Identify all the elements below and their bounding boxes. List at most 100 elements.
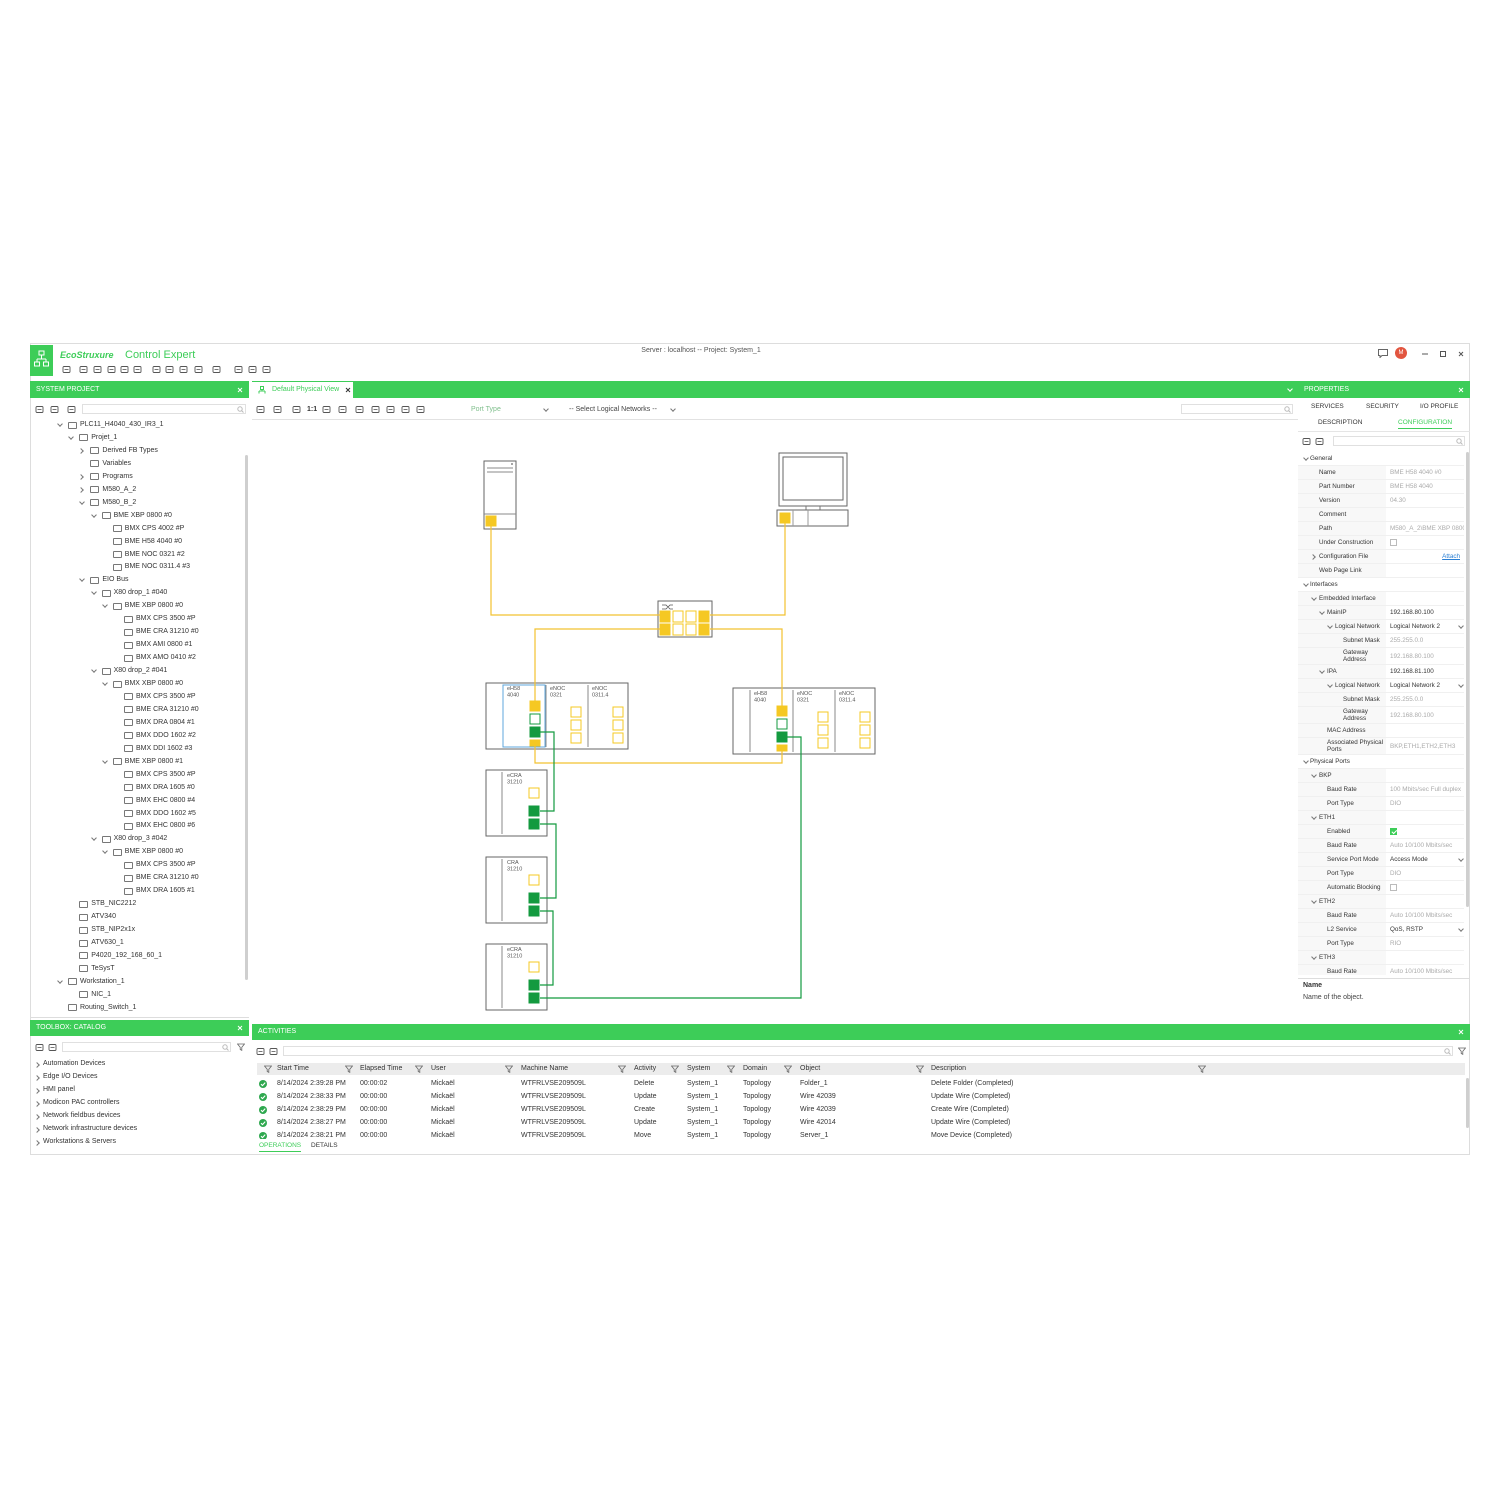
- property-section[interactable]: Physical Ports: [1298, 755, 1464, 769]
- close-button[interactable]: [1458, 387, 1464, 393]
- search-box[interactable]: [82, 404, 246, 414]
- property-tab[interactable]: DESCRIPTION: [1318, 419, 1363, 426]
- property-row[interactable]: Service Port Mode Access Mode: [1298, 853, 1464, 867]
- activity-tab[interactable]: OPERATIONS: [259, 1142, 302, 1152]
- filter-button[interactable]: [618, 1065, 626, 1073]
- tree-item[interactable]: P4020_192_168_60_1: [30, 949, 245, 962]
- property-row[interactable]: IPA 192.168.81.100: [1298, 665, 1464, 679]
- toolbar-button[interactable]: [212, 365, 221, 374]
- tree-item[interactable]: BMX DRA 0804 #1: [30, 716, 245, 729]
- toolbar-button[interactable]: [1315, 437, 1324, 446]
- catalog-item[interactable]: Automation Devices: [30, 1058, 249, 1071]
- toolbar-button[interactable]: [292, 405, 301, 414]
- search-box[interactable]: [1181, 404, 1293, 414]
- tree-item[interactable]: STB_NIP2x1x: [30, 924, 245, 937]
- toolbar-button[interactable]: [338, 405, 347, 414]
- column-header[interactable]: Object: [800, 1065, 821, 1072]
- property-row[interactable]: Baud Rate Auto 10/100 Mbits/sec: [1298, 965, 1464, 975]
- property-row[interactable]: Associated Physical Ports BKP,ETH1,ETH2,E…: [1298, 738, 1464, 755]
- property-row[interactable]: Port Type DIO: [1298, 797, 1464, 811]
- tree-item[interactable]: Programs: [30, 470, 245, 483]
- search-box[interactable]: [283, 1046, 1453, 1056]
- toolbar-button[interactable]: [401, 405, 410, 414]
- tree-item[interactable]: BMX CPS 3500 #P: [30, 768, 245, 781]
- filter-button[interactable]: [264, 1065, 272, 1073]
- tree-item[interactable]: BME NOC 0311.4 #3: [30, 561, 245, 574]
- property-row[interactable]: Port Type RIO: [1298, 937, 1464, 951]
- close-button[interactable]: [237, 1025, 243, 1031]
- tree-item[interactable]: BME CRA 31210 #0: [30, 626, 245, 639]
- property-link[interactable]: Attach: [1442, 553, 1460, 560]
- toolbar-button[interactable]: [256, 1047, 265, 1056]
- property-row[interactable]: Embedded Interface: [1298, 592, 1464, 606]
- catalog-item[interactable]: Edge I/O Devices: [30, 1071, 249, 1084]
- tree-item[interactable]: BMX CPS 3500 #P: [30, 613, 245, 626]
- toolbar-button[interactable]: [79, 365, 88, 374]
- toolbar-button[interactable]: [179, 365, 188, 374]
- tree-item[interactable]: TeSysT: [30, 962, 245, 975]
- property-row[interactable]: Subnet Mask 255.255.0.0: [1298, 693, 1464, 707]
- column-header[interactable]: Domain: [743, 1065, 768, 1072]
- toolbar-button[interactable]: [48, 1043, 57, 1052]
- filter-button[interactable]: [916, 1065, 924, 1073]
- table-row[interactable]: 8/14/2024 2:38:21 PM 00:00:00 Mickaël WTFRL…: [252, 1129, 1464, 1139]
- catalog-item[interactable]: Workstations & Servers: [30, 1136, 249, 1149]
- toolbar-button[interactable]: [50, 405, 59, 414]
- toolbar-button[interactable]: [273, 405, 282, 414]
- property-section[interactable]: General: [1298, 452, 1464, 466]
- checkbox[interactable]: [1390, 539, 1397, 546]
- property-row[interactable]: Under Construction: [1298, 536, 1464, 550]
- search-box[interactable]: [1333, 436, 1465, 446]
- property-row[interactable]: Subnet Mask 255.255.0.0: [1298, 634, 1464, 648]
- close-button[interactable]: [237, 387, 243, 393]
- tree-item[interactable]: BME XBP 0800 #1: [30, 755, 245, 768]
- property-tab[interactable]: I/O PROFILE: [1420, 403, 1459, 410]
- property-row[interactable]: Baud Rate 100 Mbits/sec Full duplex: [1298, 783, 1464, 797]
- property-row[interactable]: ETH1: [1298, 811, 1464, 825]
- tree-item[interactable]: M580_B_2: [30, 496, 245, 509]
- tree-item[interactable]: BMX CPS 3500 #P: [30, 859, 245, 872]
- catalog-item[interactable]: Network fieldbus devices: [30, 1110, 249, 1123]
- toolbar-button[interactable]: [120, 365, 129, 374]
- tree-item[interactable]: BME H58 4040 #0: [30, 535, 245, 548]
- catalog-item[interactable]: Modicon PAC controllers: [30, 1097, 249, 1110]
- column-header[interactable]: Machine Name: [521, 1065, 569, 1072]
- filter-button[interactable]: [727, 1065, 735, 1073]
- tree-item[interactable]: Variables: [30, 457, 245, 470]
- property-tab[interactable]: SECURITY: [1366, 403, 1399, 410]
- filter-button[interactable]: [345, 1065, 353, 1073]
- tree-item[interactable]: BMX AMI 0800 #1: [30, 639, 245, 652]
- property-row[interactable]: Configuration File Attach: [1298, 550, 1464, 564]
- toolbar-button[interactable]: [152, 365, 161, 374]
- toolbar-button[interactable]: [386, 405, 395, 414]
- catalog-item[interactable]: Network infrastructure devices: [30, 1123, 249, 1136]
- property-row[interactable]: Logical Network Logical Network 2: [1298, 620, 1464, 634]
- column-header[interactable]: Start Time: [277, 1065, 309, 1072]
- tree-item[interactable]: Projet_1: [30, 431, 245, 444]
- column-header[interactable]: System: [687, 1065, 711, 1072]
- toolbar-button[interactable]: [355, 405, 364, 414]
- toolbar-button[interactable]: [35, 405, 44, 414]
- toolbar-button[interactable]: [194, 365, 203, 374]
- checkbox[interactable]: [1390, 884, 1397, 891]
- toolbar-button[interactable]: [269, 1047, 278, 1056]
- toolbar-button[interactable]: [93, 365, 102, 374]
- property-row[interactable]: MAC Address: [1298, 724, 1464, 738]
- property-row[interactable]: Automatic Blocking: [1298, 881, 1464, 895]
- close-button[interactable]: [1458, 351, 1464, 357]
- property-row[interactable]: Gateway Address 192.168.80.100: [1298, 707, 1464, 724]
- property-row[interactable]: Name BME H58 4040 #0: [1298, 466, 1464, 480]
- property-row[interactable]: Part Number BME H58 4040: [1298, 480, 1464, 494]
- zoom-reset[interactable]: 1:1: [307, 406, 318, 413]
- tree-item[interactable]: BMX EHC 0800 #6: [30, 820, 245, 833]
- user-avatar[interactable]: M: [1395, 347, 1407, 359]
- tree-item[interactable]: BMX CPS 4002 #P: [30, 522, 245, 535]
- property-row[interactable]: L2 Service QoS, RSTP: [1298, 923, 1464, 937]
- table-row[interactable]: 8/14/2024 2:38:29 PM 00:00:00 Mickaël WTFRL…: [252, 1103, 1464, 1116]
- port-type-select[interactable]: Port Type: [471, 406, 501, 413]
- toolbar-button[interactable]: [256, 405, 265, 414]
- toolbar-button[interactable]: [416, 405, 425, 414]
- property-row[interactable]: Baud Rate Auto 10/100 Mbits/sec: [1298, 839, 1464, 853]
- toolbar-button[interactable]: [35, 1043, 44, 1052]
- logical-network-select[interactable]: -- Select Logical Networks --: [569, 406, 657, 413]
